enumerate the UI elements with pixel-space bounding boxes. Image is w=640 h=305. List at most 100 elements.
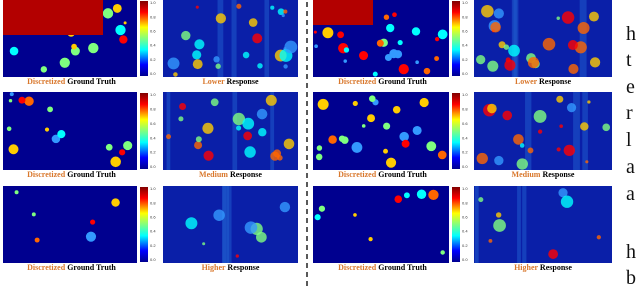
land-region <box>3 0 103 35</box>
heatmap-blob <box>24 96 34 106</box>
caption: Lower Response <box>515 77 572 86</box>
heatmap-blob <box>561 11 575 24</box>
caption-text: Ground Truth <box>67 263 116 272</box>
heatmap-blob <box>559 124 564 129</box>
heatmap-blob <box>352 100 358 107</box>
heatmap-blob <box>314 214 321 221</box>
heatmap-blob <box>213 209 225 221</box>
caption-highlight: Discretized <box>338 263 377 272</box>
heatmap-blob <box>563 144 575 157</box>
heatmap-blob <box>119 35 128 44</box>
caption: Higher Response <box>514 263 572 272</box>
heatmap-blob <box>399 131 409 142</box>
heatmap-blob <box>556 147 561 152</box>
heatmap-blob <box>411 27 421 36</box>
heatmap-blob <box>167 57 180 70</box>
heatmap-blob <box>488 238 493 243</box>
caption-text: Ground Truth <box>378 77 427 86</box>
heatmap-streak <box>217 0 224 77</box>
heatmap-blob <box>194 39 205 50</box>
caption-highlight: Lower <box>202 77 225 86</box>
heatmap-streak <box>511 0 519 77</box>
caption-highlight: Discretized <box>338 170 377 179</box>
caption: Discretized Ground Truth <box>27 170 116 179</box>
heatmap-streak <box>232 92 238 170</box>
heatmap-blob <box>277 8 285 16</box>
heatmap-blob <box>85 231 97 242</box>
colorbar <box>452 187 460 262</box>
colorbar-tick-label: 0.6 <box>150 214 156 219</box>
heatmap-blob <box>270 5 275 10</box>
heatmap-blob <box>397 39 403 46</box>
heatmap-blob <box>519 143 525 148</box>
caption-highlight: Discretized <box>27 77 66 86</box>
side-text: b <box>626 267 636 289</box>
heatmap-blob <box>537 129 543 134</box>
heatmap-blob <box>173 72 178 77</box>
colorbar-tick-label: 0.4 <box>150 135 156 140</box>
heatmap-blob <box>368 236 373 242</box>
colorbar-tick-label: 0.2 <box>462 150 468 155</box>
heatmap <box>474 92 612 170</box>
heatmap-blob <box>440 250 445 255</box>
heatmap-streak <box>222 186 230 263</box>
heatmap-blob <box>235 254 239 258</box>
caption-highlight: Lower <box>515 77 538 86</box>
heatmap-streak <box>517 186 521 263</box>
heatmap-blob <box>393 50 403 59</box>
caption-highlight: Medium <box>512 170 541 179</box>
heatmap-blob <box>202 242 206 246</box>
heatmap-blob <box>203 150 214 161</box>
heatmap-blob <box>383 14 390 20</box>
heatmap-blob <box>34 237 40 243</box>
heatmap-blob <box>423 67 431 75</box>
colorbar-tick-label: 0.6 <box>150 28 156 33</box>
colorbar <box>140 93 148 169</box>
heatmap-blob <box>110 156 121 168</box>
heatmap-blob <box>556 95 564 103</box>
caption-highlight: Discretized <box>27 263 66 272</box>
colorbar <box>140 187 148 262</box>
colorbar-tick-label: 0.0 <box>150 164 156 169</box>
heatmap-blob <box>213 56 220 63</box>
heatmap-streak <box>231 0 237 77</box>
heatmap-blob <box>270 151 280 161</box>
heatmap-blob <box>503 44 510 50</box>
caption-text: Ground Truth <box>67 77 116 86</box>
heatmap-blob <box>181 30 191 41</box>
heatmap-blob <box>281 13 285 18</box>
heatmap-blob <box>9 46 19 56</box>
heatmap-blob <box>90 219 96 225</box>
heatmap-blob <box>494 155 504 166</box>
heatmap-blob <box>313 30 317 34</box>
heatmap-blob <box>51 134 61 144</box>
heatmap-blob <box>88 42 99 54</box>
heatmap-blob <box>337 31 345 39</box>
colorbar-tick-label: 0.2 <box>462 57 468 62</box>
heatmap-blob <box>257 63 263 69</box>
heatmap-blob <box>359 51 369 61</box>
caption: Discretized Ground Truth <box>338 170 427 179</box>
heatmap-blob <box>166 134 171 140</box>
caption-text: Response <box>539 77 571 86</box>
heatmap-blob <box>516 158 528 170</box>
heatmap-blob <box>386 23 395 33</box>
colorbar-tick-label: 0.0 <box>462 257 468 262</box>
heatmap-blob <box>283 138 295 150</box>
heatmap-blob <box>490 22 501 33</box>
colorbar-tick-label: 0.2 <box>150 150 156 155</box>
heatmap-blob <box>123 140 133 151</box>
heatmap-blob <box>195 136 202 143</box>
side-text: l <box>626 129 632 151</box>
land-region <box>313 0 373 25</box>
heatmap-blob <box>59 57 70 68</box>
heatmap-blob <box>568 63 579 75</box>
heatmap-blob <box>44 127 50 132</box>
heatmap-streak <box>270 92 275 170</box>
heatmap-blob <box>542 37 556 51</box>
heatmap-blob <box>589 57 601 68</box>
heatmap-blob <box>343 59 347 63</box>
heatmap-blob <box>71 43 77 50</box>
heatmap-blob <box>18 96 26 104</box>
heatmap-blob <box>47 106 54 113</box>
